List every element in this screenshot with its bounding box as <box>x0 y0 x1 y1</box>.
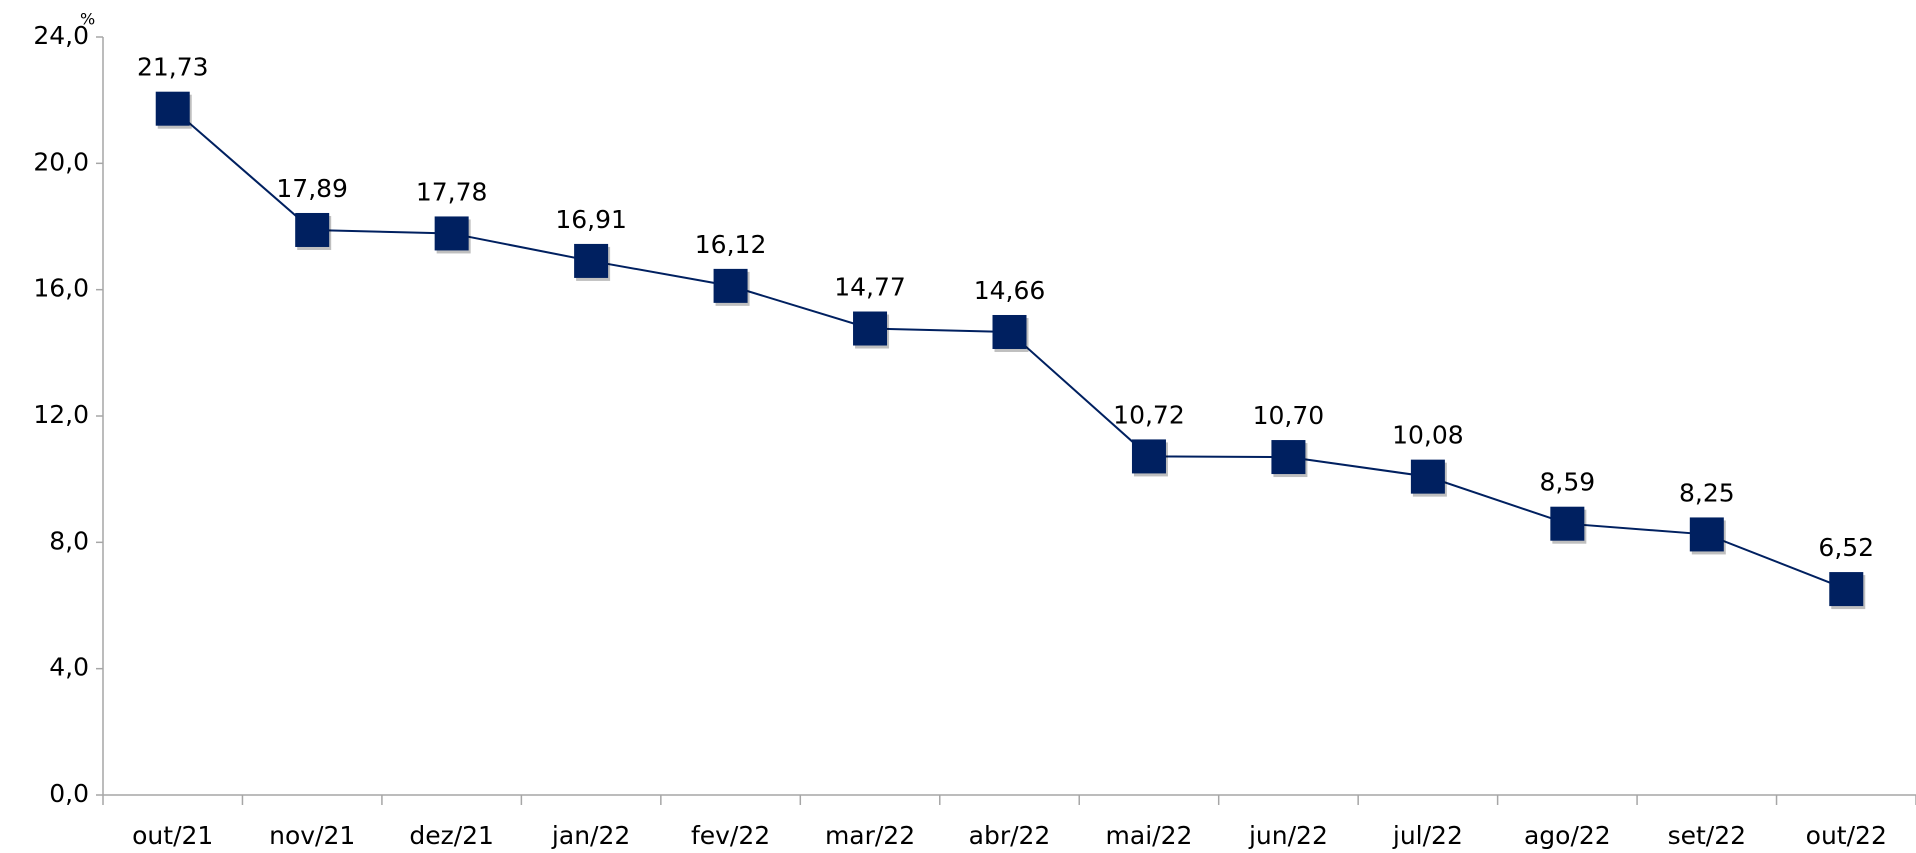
data-label: 10,08 <box>1392 421 1464 450</box>
marker <box>992 314 1027 349</box>
x-tick-label: abr/22 <box>969 821 1051 850</box>
data-label: 8,59 <box>1540 468 1596 497</box>
x-tick-label: jun/22 <box>1248 821 1328 850</box>
marker <box>1550 506 1585 541</box>
marker <box>853 311 888 346</box>
x-tick-label: set/22 <box>1668 821 1746 850</box>
data-label: 10,70 <box>1253 401 1325 430</box>
marker <box>574 243 609 278</box>
marker <box>155 91 190 126</box>
marker <box>1689 517 1724 552</box>
x-tick-label: jul/22 <box>1392 821 1463 850</box>
x-tick-label: out/22 <box>1806 821 1887 850</box>
data-label: 17,78 <box>416 177 488 206</box>
data-label: 17,89 <box>276 174 348 203</box>
x-tick-label: fev/22 <box>691 821 770 850</box>
data-label: 14,66 <box>974 276 1046 305</box>
y-tick-label: 12,0 <box>33 400 89 429</box>
x-tick-label: nov/21 <box>269 821 355 850</box>
marker <box>713 268 748 303</box>
x-tick-label: dez/21 <box>409 821 494 850</box>
y-unit: % <box>80 10 95 29</box>
marker <box>1131 439 1166 474</box>
marker <box>295 212 330 247</box>
y-tick-label: 16,0 <box>33 274 89 303</box>
data-label: 16,91 <box>555 205 627 234</box>
marker <box>1410 459 1445 494</box>
x-tick-label: ago/22 <box>1524 821 1611 850</box>
y-tick-label: 24,0 <box>33 21 89 50</box>
x-tick-label: out/21 <box>132 821 213 850</box>
x-tick-label: mai/22 <box>1106 821 1193 850</box>
marker <box>1829 572 1864 607</box>
data-label: 10,72 <box>1113 400 1185 429</box>
x-tick-label: jan/22 <box>551 821 630 850</box>
data-label: 6,52 <box>1818 533 1874 562</box>
data-label: 14,77 <box>834 273 906 302</box>
y-tick-label: 0,0 <box>49 779 89 808</box>
data-label: 21,73 <box>137 53 209 82</box>
y-tick-label: 20,0 <box>33 147 89 176</box>
y-tick-label: 8,0 <box>49 526 89 555</box>
y-tick-label: 4,0 <box>49 653 89 682</box>
marker <box>1271 440 1306 475</box>
x-tick-label: mar/22 <box>825 821 915 850</box>
data-label: 16,12 <box>695 230 767 259</box>
marker <box>434 216 469 251</box>
data-label: 8,25 <box>1679 478 1735 507</box>
